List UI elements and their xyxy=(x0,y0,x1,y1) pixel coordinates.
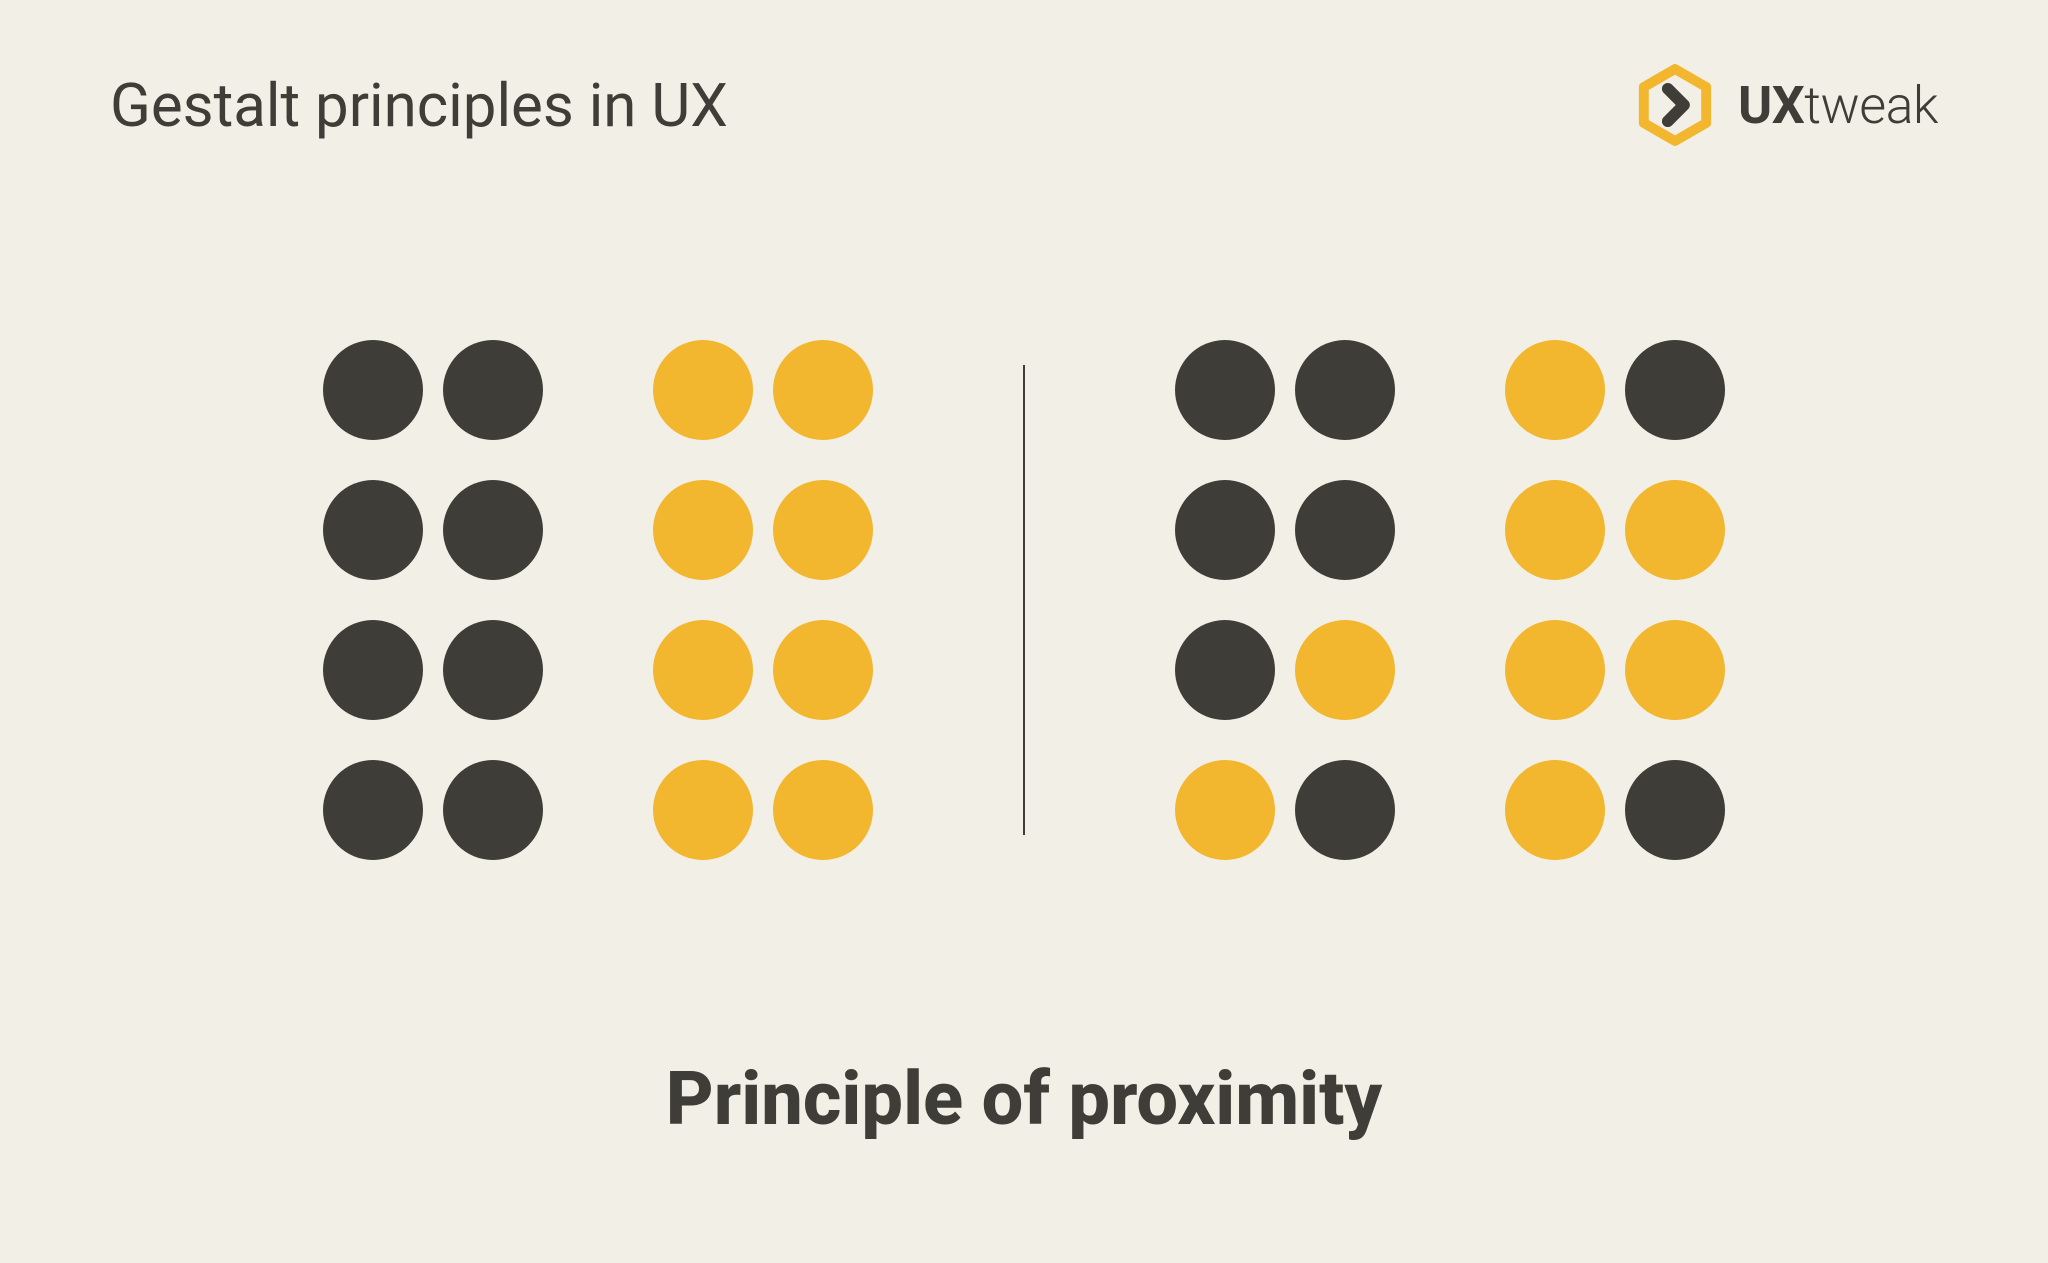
dot-cluster xyxy=(653,340,873,860)
dot xyxy=(1505,340,1605,440)
brand-name: UXtweak xyxy=(1738,75,1938,136)
dot xyxy=(323,340,423,440)
dot xyxy=(443,340,543,440)
dot xyxy=(1295,340,1395,440)
dot-cluster xyxy=(1505,340,1725,860)
dot xyxy=(1175,760,1275,860)
dot xyxy=(443,480,543,580)
dot xyxy=(443,760,543,860)
diagram-panels xyxy=(323,340,1725,860)
dot xyxy=(653,480,753,580)
dot xyxy=(323,480,423,580)
dot xyxy=(773,760,873,860)
dot xyxy=(1175,340,1275,440)
dot xyxy=(1625,480,1725,580)
dot xyxy=(773,480,873,580)
brand-name-light: tweak xyxy=(1804,75,1938,136)
dot xyxy=(1505,480,1605,580)
dot xyxy=(1295,760,1395,860)
diagram-area xyxy=(0,340,2048,860)
dot xyxy=(323,620,423,720)
dot xyxy=(1625,760,1725,860)
right-panel xyxy=(1175,340,1725,860)
dot xyxy=(1295,480,1395,580)
dot xyxy=(323,760,423,860)
dot xyxy=(1175,620,1275,720)
caption: Principle of proximity xyxy=(0,1056,2048,1143)
hexagon-chevron-icon xyxy=(1630,60,1720,150)
dot xyxy=(443,620,543,720)
dot xyxy=(1505,620,1605,720)
dot xyxy=(1175,480,1275,580)
brand-name-bold: UX xyxy=(1738,75,1804,136)
infographic-canvas: Gestalt principles in UX UXtweak Princip… xyxy=(0,0,2048,1263)
dot xyxy=(1295,620,1395,720)
dot xyxy=(1505,760,1605,860)
dot xyxy=(653,760,753,860)
vertical-divider xyxy=(1023,365,1025,835)
dot xyxy=(773,340,873,440)
dot-cluster xyxy=(323,340,543,860)
dot xyxy=(1625,340,1725,440)
left-panel xyxy=(323,340,873,860)
cluster-pair xyxy=(1175,340,1725,860)
dot xyxy=(1625,620,1725,720)
dot xyxy=(653,340,753,440)
dot-cluster xyxy=(1175,340,1395,860)
page-title: Gestalt principles in UX xyxy=(110,70,728,141)
dot xyxy=(773,620,873,720)
brand-logo: UXtweak xyxy=(1630,60,1938,150)
cluster-pair xyxy=(323,340,873,860)
header: Gestalt principles in UX UXtweak xyxy=(110,60,1938,150)
dot xyxy=(653,620,753,720)
